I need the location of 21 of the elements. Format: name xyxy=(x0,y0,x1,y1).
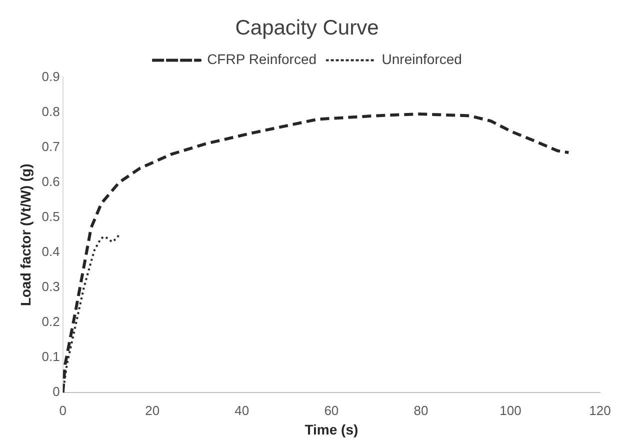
x-tick-label: 100 xyxy=(500,402,522,418)
y-tick-label: 0.7 xyxy=(42,138,60,154)
chart-title: Capacity Curve xyxy=(235,16,379,40)
y-tick-label: 0.3 xyxy=(42,279,60,294)
y-tick-label: 0.1 xyxy=(42,349,60,364)
x-axis-title: Time (s) xyxy=(304,421,358,438)
y-tick-label: 0.2 xyxy=(42,314,60,330)
x-tick-label: 40 xyxy=(234,402,250,418)
y-tick-label: 0.9 xyxy=(42,68,60,84)
x-tick-label: 20 xyxy=(145,402,160,418)
y-tick-label: 0 xyxy=(52,384,60,400)
x-tick-label: 60 xyxy=(324,402,339,418)
y-tick-label: 0.4 xyxy=(42,244,60,259)
y-axis-title: Load factor (Vt/W) (g) xyxy=(17,164,34,306)
y-tick-label: 0.8 xyxy=(42,104,60,119)
legend-label: Unreinforced xyxy=(382,51,462,68)
y-tick-label: 0.5 xyxy=(42,208,60,224)
x-tick-label: 120 xyxy=(589,402,611,418)
x-tick-label: 80 xyxy=(414,402,428,418)
legend-label: CFRP Reinforced xyxy=(207,51,317,68)
y-tick-label: 0.6 xyxy=(42,174,60,189)
